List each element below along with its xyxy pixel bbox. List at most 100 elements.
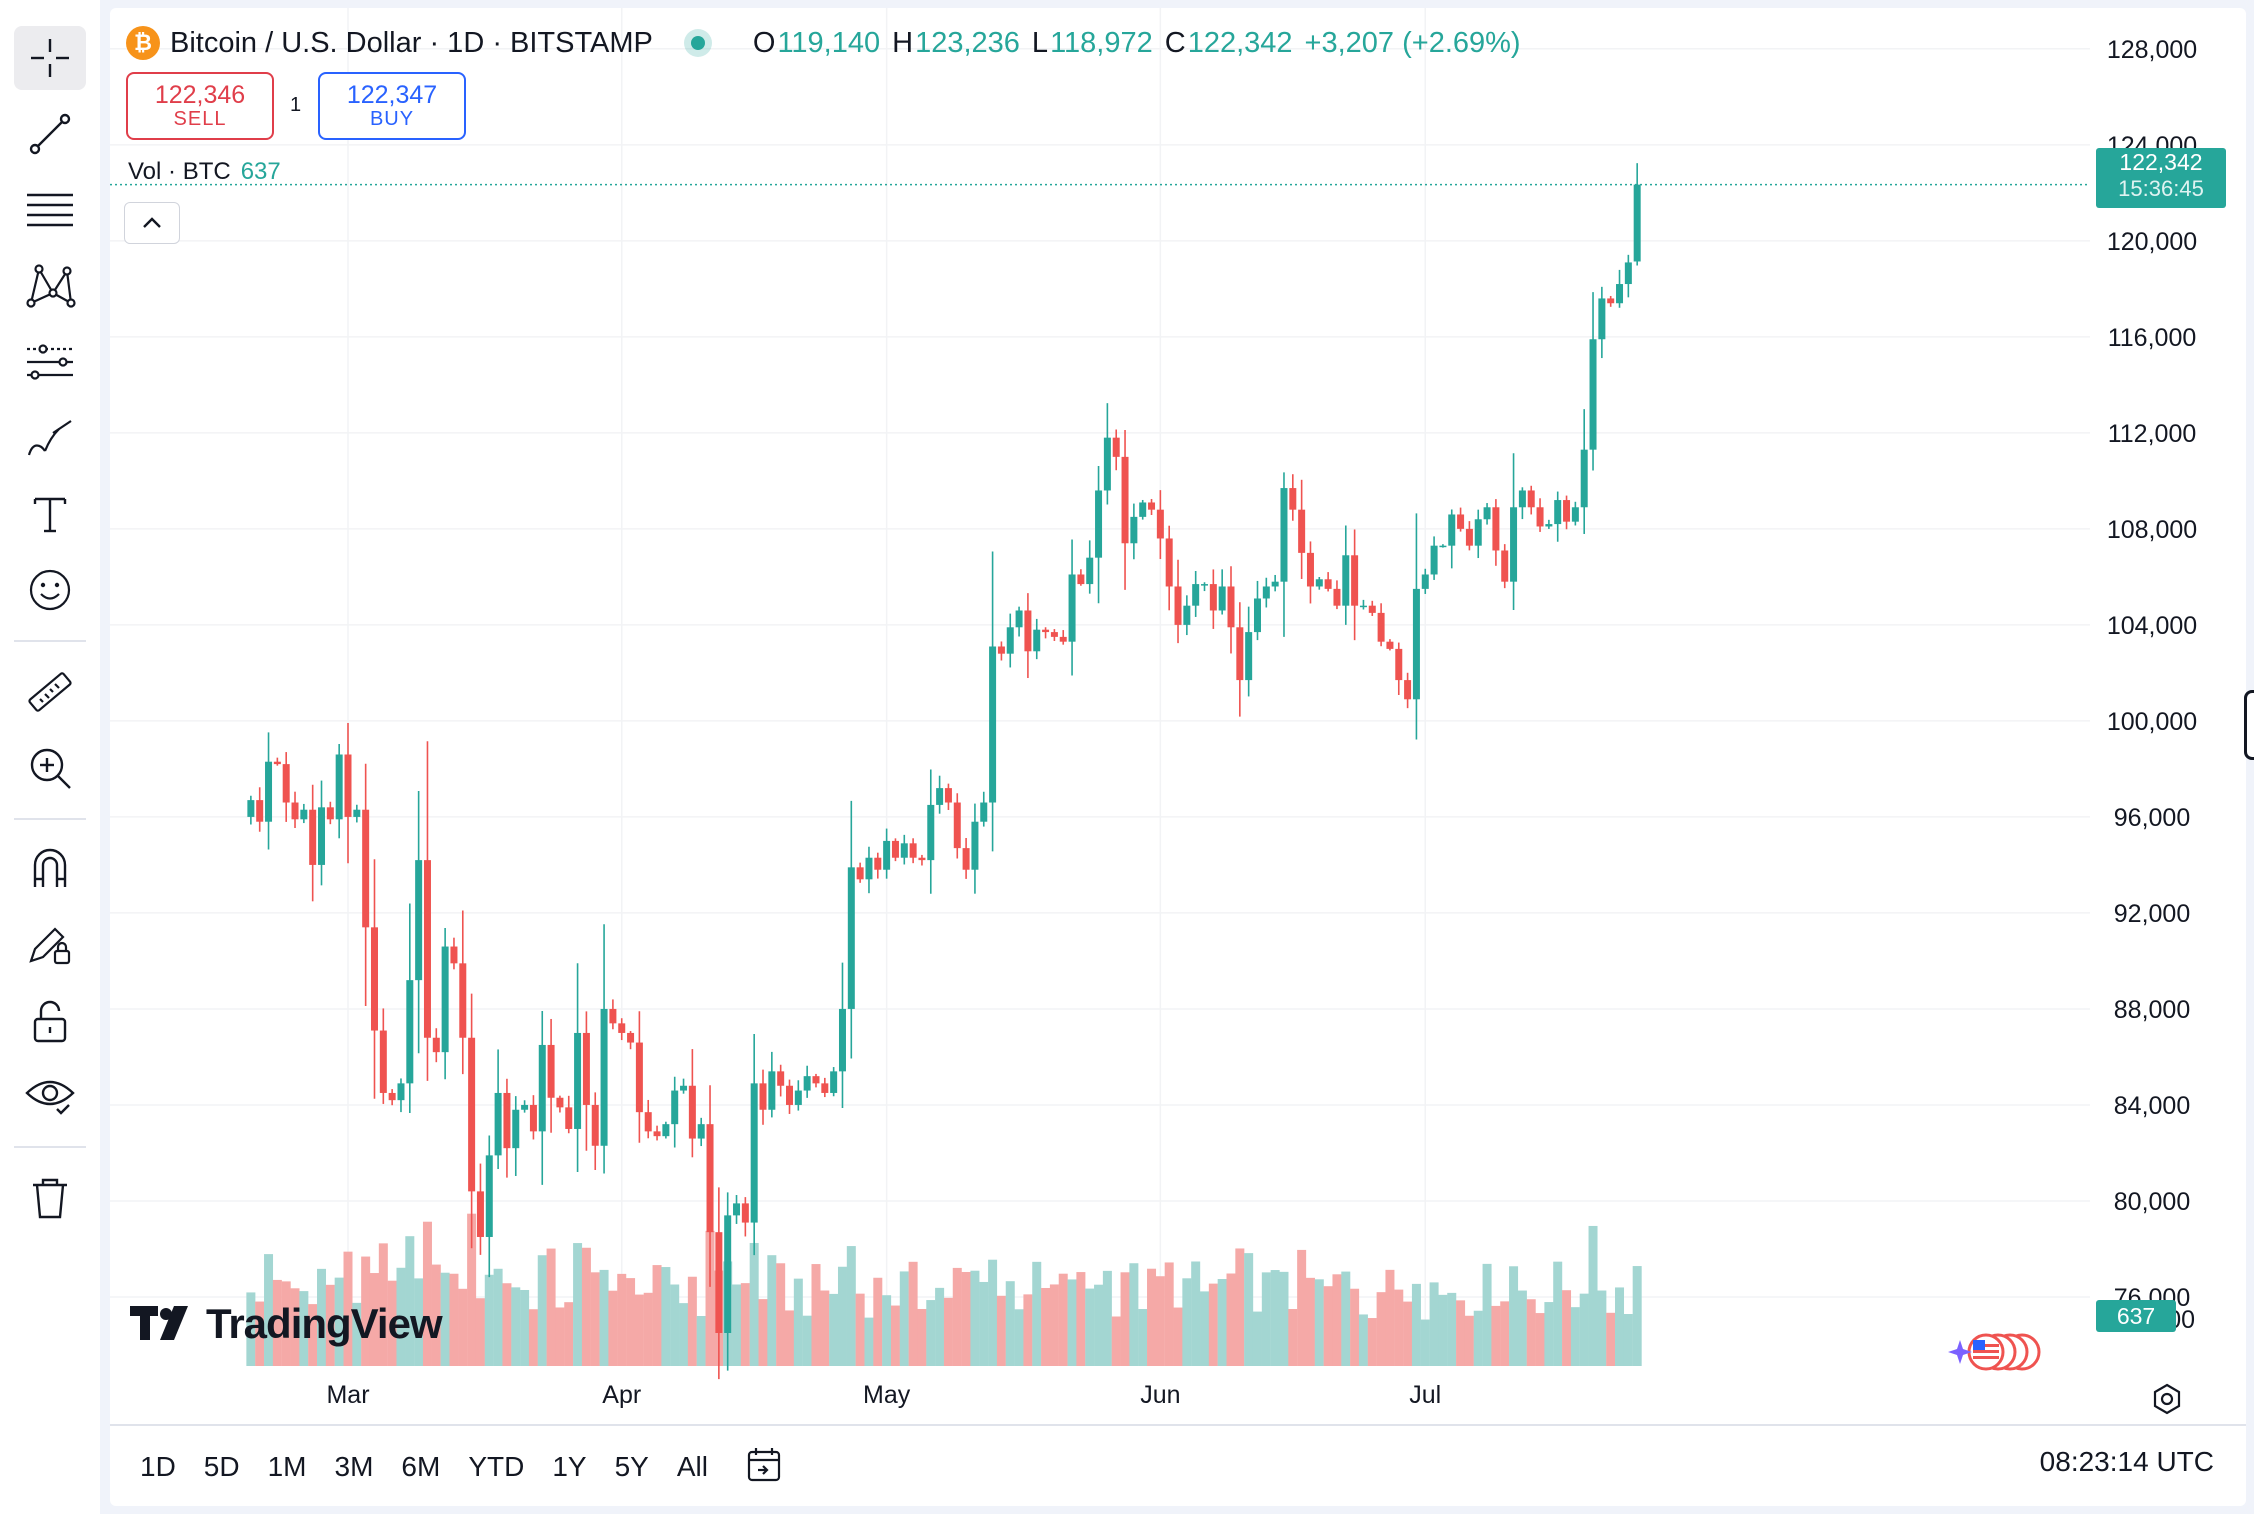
- volume-bar: [1270, 1270, 1280, 1366]
- panel-resize-handle[interactable]: [2244, 690, 2254, 760]
- range-button-1m[interactable]: 1M: [267, 1451, 307, 1482]
- chart-panel[interactable]: 128,000 124,000 120,000 116,000 112,000 108,0…: [110, 8, 2246, 1506]
- pattern-tool[interactable]: [14, 254, 86, 318]
- candle-body: [370, 927, 378, 1031]
- brush-tool[interactable]: [14, 406, 86, 470]
- volume-bar: [926, 1300, 936, 1366]
- forecast-tool[interactable]: [14, 330, 86, 394]
- sell-button[interactable]: 122,346 SELL: [126, 72, 274, 140]
- volume-bar: [643, 1292, 653, 1366]
- zoom-tool[interactable]: [14, 736, 86, 800]
- candle-body: [556, 1097, 564, 1108]
- volume-bar: [502, 1283, 512, 1366]
- axis-settings-button[interactable]: [2150, 1382, 2184, 1421]
- price-tick-label: 92,000: [2114, 900, 2190, 928]
- price-axis[interactable]: 128,000124,000120,000116,000112,000108,0…: [2107, 36, 2197, 1334]
- trash-icon: [33, 1178, 67, 1219]
- market-status-dot[interactable]: [690, 36, 705, 50]
- candle-body: [1492, 507, 1500, 551]
- utc-clock[interactable]: 08:23:14 UTC: [2039, 1446, 2214, 1477]
- range-button-3m[interactable]: 3M: [334, 1451, 374, 1482]
- symbol-legend[interactable]: ₿ Bitcoin / U.S. Dollar · 1D · BITSTAMP …: [126, 26, 1521, 60]
- economic-events[interactable]: [1940, 1330, 2050, 1379]
- volume-bar: [1500, 1301, 1510, 1366]
- volume-bar: [1473, 1310, 1483, 1366]
- candle-body: [1024, 610, 1032, 652]
- volume-bar: [590, 1272, 600, 1366]
- volume-bar: [378, 1243, 388, 1366]
- candle-body: [680, 1085, 688, 1091]
- candle-body: [715, 1232, 723, 1333]
- candle-body: [618, 1023, 626, 1033]
- volume-bar: [1226, 1273, 1236, 1366]
- remove-drawings-tool[interactable]: [14, 1166, 86, 1230]
- candle-body: [1280, 488, 1288, 582]
- last-price-label: 122,342 15:36:45: [2096, 148, 2226, 208]
- range-button-5d[interactable]: 5D: [203, 1451, 240, 1482]
- volume-bar: [599, 1269, 609, 1366]
- volume-bar: [1438, 1294, 1448, 1366]
- volume-bar: [281, 1281, 291, 1366]
- volume-bar: [617, 1273, 627, 1366]
- volume-bar: [255, 1301, 265, 1366]
- volume-legend[interactable]: Vol · BTC 637: [128, 158, 281, 186]
- volume-bar: [1014, 1309, 1024, 1366]
- volume-bar: [961, 1271, 971, 1366]
- volume-bar: [1314, 1279, 1324, 1366]
- range-button-1d[interactable]: 1D: [140, 1451, 176, 1482]
- lock-drawings-tool[interactable]: [14, 988, 86, 1052]
- candle-body: [1050, 632, 1058, 637]
- volume-bar: [740, 1283, 750, 1366]
- volume-bar: [1526, 1299, 1536, 1366]
- trend-line-icon: [29, 113, 71, 155]
- range-button-5y[interactable]: 5Y: [614, 1451, 649, 1482]
- volume-bar: [1358, 1314, 1368, 1366]
- symbol-title[interactable]: Bitcoin / U.S. Dollar · 1D · BITSTAMP: [170, 26, 653, 59]
- buy-button[interactable]: 122,347 BUY: [318, 72, 466, 140]
- date-range-button[interactable]: [744, 1444, 784, 1491]
- sell-label: SELL: [173, 108, 227, 130]
- fib-retracement-tool[interactable]: [14, 178, 86, 242]
- text-tool[interactable]: [14, 482, 86, 546]
- candle-body: [1324, 579, 1332, 589]
- volume-bar: [1288, 1309, 1298, 1366]
- volume-bar: [484, 1274, 494, 1366]
- collapse-legend-button[interactable]: [124, 202, 180, 244]
- volume-bar: [1049, 1284, 1059, 1366]
- volume-bar: [246, 1292, 256, 1366]
- emoji-tool[interactable]: [14, 558, 86, 622]
- range-button-ytd[interactable]: YTD: [468, 1451, 525, 1482]
- measure-tool[interactable]: [14, 660, 86, 724]
- stay-in-drawing-mode-tool[interactable]: [14, 912, 86, 976]
- time-tick-label: May: [863, 1381, 911, 1409]
- candle-body: [1624, 262, 1632, 285]
- candle-body: [1580, 449, 1588, 508]
- candle-body: [1527, 490, 1535, 508]
- range-button-1y[interactable]: 1Y: [552, 1451, 587, 1482]
- text-icon: [33, 497, 67, 533]
- volume-bar: [1509, 1266, 1519, 1366]
- range-button-all[interactable]: All: [676, 1451, 708, 1482]
- candle-body: [318, 807, 326, 865]
- crosshair-tool[interactable]: [14, 26, 86, 90]
- trend-line-tool[interactable]: [14, 102, 86, 166]
- volume-legend-value: 637: [240, 158, 281, 185]
- hide-drawings-tool[interactable]: [14, 1064, 86, 1128]
- calendar-icon: [747, 1447, 781, 1481]
- range-button-6m[interactable]: 6M: [401, 1451, 441, 1482]
- volume-bar: [1085, 1288, 1095, 1366]
- magnet-tool[interactable]: [14, 836, 86, 900]
- time-tick-label: Jul: [1409, 1381, 1441, 1409]
- price-tick-label: 128,000: [2107, 36, 2197, 64]
- tradingview-logo[interactable]: TradingView: [130, 1300, 443, 1348]
- candle-body: [379, 1030, 387, 1093]
- candle-body: [891, 840, 899, 858]
- bar-countdown: 15:36:45: [2118, 176, 2204, 201]
- time-axis[interactable]: Mar Apr May Jun Jul: [326, 1381, 1441, 1409]
- price-chart[interactable]: 128,000124,000120,000116,000112,000108,0…: [110, 8, 2246, 1424]
- volume-bar: [776, 1263, 786, 1366]
- candle-body: [1033, 629, 1041, 652]
- volume-bar: [546, 1248, 556, 1366]
- candle-body: [459, 963, 467, 1038]
- volume-legend-label: Vol · BTC: [128, 158, 231, 185]
